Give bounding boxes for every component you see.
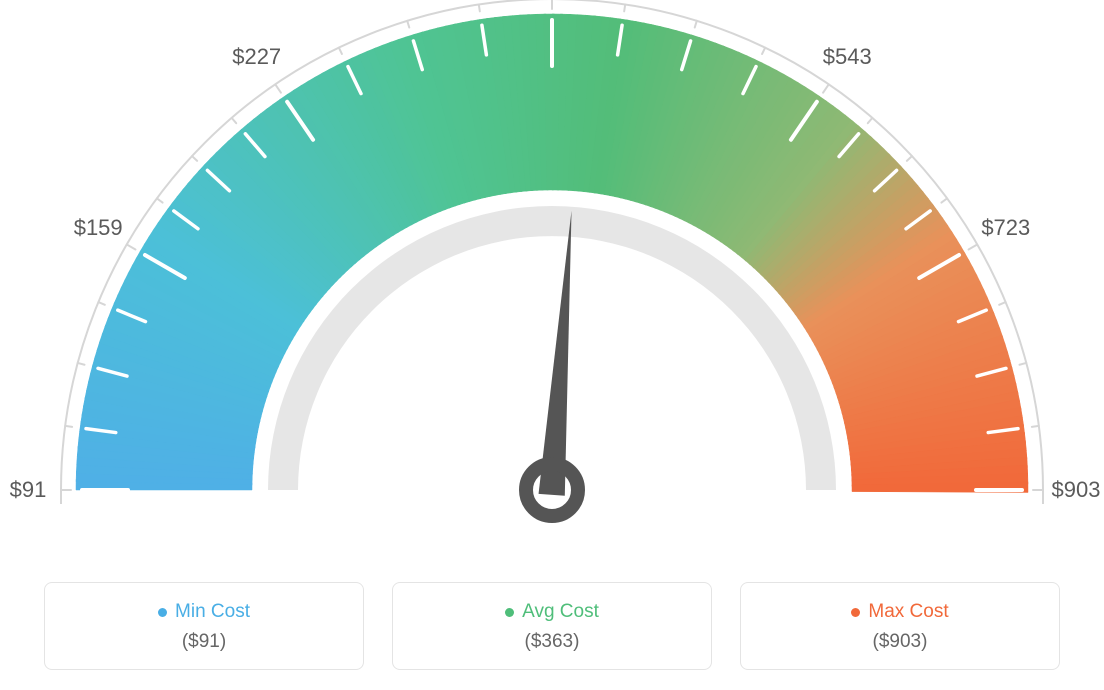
legend-row: Min Cost ($91) Avg Cost ($363) Max Cost … [0, 582, 1104, 670]
gauge-svg [0, 0, 1104, 560]
legend-card-min: Min Cost ($91) [44, 582, 364, 670]
dot-icon [505, 608, 514, 617]
legend-card-max: Max Cost ($903) [740, 582, 1060, 670]
legend-card-avg: Avg Cost ($363) [392, 582, 712, 670]
gauge-tick-label: $91 [10, 477, 47, 503]
gauge-tick-label: $903 [1052, 477, 1101, 503]
legend-label-avg: Avg Cost [522, 601, 599, 623]
dot-icon [158, 608, 167, 617]
legend-label-min: Min Cost [175, 601, 250, 623]
legend-label-max: Max Cost [868, 601, 948, 623]
dot-icon [851, 608, 860, 617]
legend-value-max: ($903) [741, 631, 1059, 653]
gauge-tick-label: $543 [823, 44, 872, 70]
gauge-tick-label: $159 [74, 215, 123, 241]
gauge-tick-label: $723 [981, 215, 1030, 241]
cost-gauge: $91$159$227$363$543$723$903 [0, 0, 1104, 560]
legend-value-avg: ($363) [393, 631, 711, 653]
legend-value-min: ($91) [45, 631, 363, 653]
gauge-tick-label: $227 [232, 44, 281, 70]
